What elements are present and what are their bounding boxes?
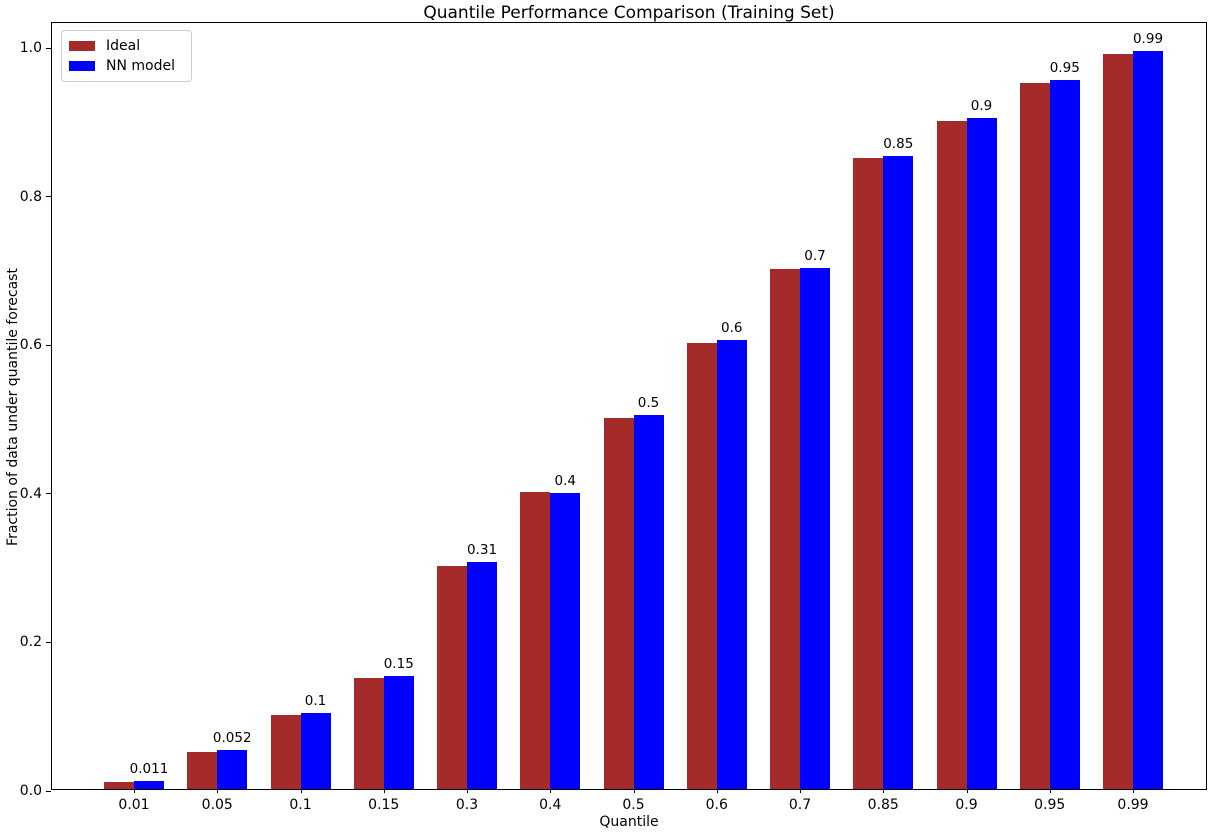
y-tick-label: 0.0 (19, 783, 42, 799)
chart-title: Quantile Performance Comparison (Trainin… (423, 3, 835, 23)
bar-value-label: 0.5 (637, 395, 660, 412)
bar-value-label: 0.4 (554, 473, 576, 490)
x-tick (1133, 789, 1134, 793)
bar-ideal (686, 343, 717, 789)
bar-nn-model (633, 415, 664, 789)
bar-nn-model (716, 339, 747, 789)
x-tick-label: 0.1 (289, 797, 312, 813)
legend-item: Ideal (69, 38, 175, 54)
bar-ideal (187, 751, 218, 789)
y-tick-label: 0.2 (19, 634, 42, 651)
bar-ideal (437, 566, 467, 789)
x-tick (966, 789, 968, 793)
bar-ideal (1103, 53, 1133, 789)
x-tick-label: 0.99 (1117, 797, 1149, 813)
y-tick-label: 0.8 (19, 188, 42, 205)
legend-swatch-icon (69, 61, 95, 71)
y-tick (46, 196, 51, 198)
y-tick-label: 0.4 (19, 485, 42, 502)
x-tick (883, 789, 885, 793)
bar-nn-model (800, 268, 830, 789)
bar-ideal (353, 677, 384, 789)
y-tick (46, 790, 51, 792)
y-tick (46, 344, 51, 346)
x-tick (217, 789, 219, 793)
bar-ideal (853, 157, 884, 789)
y-tick (46, 641, 51, 643)
bar-value-label: 0.052 (212, 730, 252, 747)
bar-value-label: 0.31 (466, 541, 498, 558)
x-tick-label: 0.05 (201, 797, 233, 813)
bar-value-label: 0.95 (1049, 59, 1080, 76)
bar-value-label: 0.1 (304, 693, 327, 710)
bar-value-label: 0.011 (129, 760, 169, 777)
bar-value-label: 0.99 (1132, 31, 1164, 48)
y-axis-label: Fraction of data under quantile forecast (5, 268, 21, 546)
bar-nn-model (1049, 79, 1080, 789)
plot-area: Ideal NN model 0.0 0.2 0.4 0.6 0.8 1.0 0.011 0.0… (20, 22, 1207, 813)
x-tick-label: 0.15 (368, 797, 400, 813)
x-tick (300, 789, 302, 793)
x-tick (467, 789, 468, 793)
bar-nn-model (217, 750, 248, 789)
legend-label: NN model (106, 58, 175, 74)
bar-ideal (270, 714, 301, 789)
x-tick (134, 789, 135, 793)
bar-ideal (936, 120, 967, 789)
bar-ideal (603, 417, 634, 789)
x-tick (1049, 789, 1051, 793)
x-tick-label: 0.9 (955, 797, 978, 813)
legend-swatch-icon (69, 41, 95, 51)
x-tick-label: 0.6 (705, 797, 728, 813)
bar-nn-model (300, 713, 331, 789)
y-tick (46, 47, 51, 49)
bar-value-label: 0.85 (883, 136, 914, 153)
bar-nn-model (467, 561, 497, 789)
legend: Ideal NN model (61, 30, 192, 82)
bar-ideal (1019, 83, 1050, 789)
x-tick-label: 0.95 (1034, 797, 1066, 813)
bar-nn-model (550, 493, 581, 789)
y-tick-label: 1.0 (19, 40, 42, 57)
bar-value-label: 0.7 (804, 248, 826, 265)
bar-nn-model (134, 780, 164, 789)
bar-ideal (520, 491, 551, 789)
bar-nn-model (383, 676, 414, 789)
x-axis-label: Quantile (599, 814, 659, 830)
x-tick-label: 0.01 (118, 797, 150, 813)
legend-item: NN model (69, 58, 175, 74)
bar-value-label: 0.15 (383, 656, 414, 673)
x-tick (633, 789, 635, 793)
bar-ideal (770, 269, 800, 789)
x-tick (716, 789, 718, 793)
x-tick-label: 0.85 (867, 797, 899, 813)
x-tick-label: 0.5 (622, 797, 645, 813)
x-tick-label: 0.7 (788, 797, 812, 813)
x-tick (550, 789, 552, 793)
legend-label: Ideal (106, 38, 141, 54)
bar-nn-model (883, 156, 914, 789)
x-tick-label: 0.3 (455, 797, 479, 813)
y-tick (46, 493, 51, 495)
x-tick (383, 789, 385, 793)
bar-value-label: 0.6 (721, 319, 743, 336)
x-tick-label: 0.4 (539, 797, 562, 813)
bar-ideal (104, 781, 134, 789)
bar-value-label: 0.9 (970, 98, 993, 115)
x-tick (800, 789, 801, 793)
bar-nn-model (1133, 51, 1163, 789)
y-tick-label: 0.6 (19, 337, 42, 354)
bar-nn-model (966, 118, 997, 789)
